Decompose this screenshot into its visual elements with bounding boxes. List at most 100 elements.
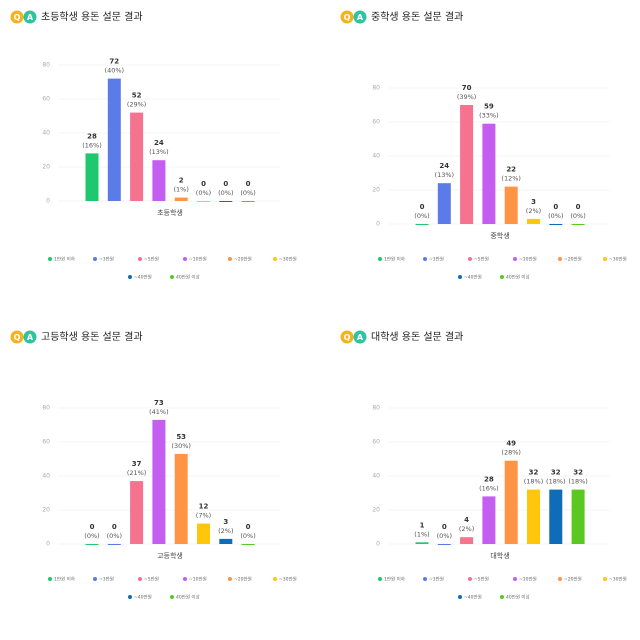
x-axis-label: 대학생 [490, 551, 509, 560]
bar [174, 453, 188, 544]
y-tick-label: 40 [42, 130, 50, 137]
logo-q-letter: Q [344, 13, 351, 22]
legend-dot [273, 257, 277, 261]
value-label: 52 [132, 92, 142, 100]
y-tick-label: 80 [42, 62, 50, 69]
value-label: 24 [439, 162, 449, 170]
y-tick-label: 40 [372, 473, 380, 480]
y-tick-label: 20 [42, 507, 50, 514]
y-tick-label: 60 [42, 439, 50, 446]
y-tick-label: 80 [372, 405, 380, 412]
x-axis-label: 초등학생 [157, 208, 183, 217]
value-label: 2 [179, 177, 184, 185]
legend-label: ~5만원 [144, 576, 159, 583]
percent-label: (0%) [218, 189, 233, 197]
legend-label: ~20만원 [564, 256, 582, 263]
logo-a-letter: A [357, 333, 364, 342]
value-label: 32 [529, 469, 539, 477]
bar [482, 496, 496, 544]
logo-a [353, 330, 367, 344]
percent-label: (28%) [501, 449, 521, 457]
value-label: 3 [531, 198, 536, 206]
logo-q [340, 330, 354, 344]
chart-title: 고등학생 용돈 설문 결과 [41, 331, 143, 343]
legend-label: 1만원 이하 [54, 256, 76, 263]
value-label: 32 [551, 469, 561, 477]
percent-label: (29%) [127, 101, 147, 109]
bar [219, 538, 233, 544]
value-label: 73 [154, 399, 164, 407]
value-label: 0 [223, 180, 228, 188]
y-tick-label: 0 [376, 541, 380, 548]
logo-q [10, 330, 24, 344]
percent-label: (2%) [218, 527, 233, 535]
legend-dot [93, 257, 97, 261]
logo-q-letter: Q [14, 333, 21, 342]
percent-label: (21%) [127, 469, 147, 477]
legend-label: ~20만원 [234, 576, 252, 583]
bar [197, 523, 210, 544]
legend-dot [500, 275, 504, 279]
bar [549, 489, 563, 544]
legend-label: 40만원 이상 [506, 594, 530, 601]
legend-dot [273, 577, 277, 581]
legend-label: ~40만원 [134, 274, 152, 281]
legend-label: ~3만원 [99, 256, 114, 263]
value-label: 37 [132, 460, 142, 468]
value-label: 0 [246, 180, 251, 188]
legend-label: ~20만원 [234, 256, 252, 263]
value-label: 32 [573, 469, 583, 477]
y-tick-label: 0 [46, 541, 50, 548]
legend-label: ~40만원 [464, 274, 482, 281]
percent-label: (33%) [479, 112, 499, 120]
percent-label: (0%) [414, 212, 429, 220]
percent-label: (7%) [196, 512, 211, 520]
percent-label: (12%) [501, 175, 521, 183]
legend-label: ~3만원 [99, 576, 114, 583]
value-label: 24 [154, 139, 164, 147]
bar [241, 544, 255, 545]
logo-a-letter: A [27, 333, 34, 342]
logo-a [353, 10, 367, 24]
legend-dot [183, 577, 187, 581]
value-label: 4 [464, 516, 469, 524]
y-tick-label: 40 [372, 153, 380, 160]
value-label: 28 [87, 132, 97, 140]
y-tick-label: 20 [372, 187, 380, 194]
value-label: 70 [462, 84, 472, 92]
bar [415, 542, 429, 544]
percent-label: (0%) [196, 189, 211, 197]
legend-label: ~40만원 [464, 594, 482, 601]
legend-dot [228, 257, 232, 261]
value-label: 53 [176, 433, 186, 441]
legend-label: ~30만원 [279, 576, 297, 583]
bar [460, 537, 474, 544]
logo-q-letter: Q [344, 333, 351, 342]
percent-label: (2%) [459, 525, 474, 533]
percent-label: (16%) [82, 141, 102, 149]
legend-dot [458, 275, 462, 279]
percent-label: (41%) [149, 408, 169, 416]
logo-q [10, 10, 24, 24]
legend-label: ~5만원 [474, 256, 489, 263]
legend-label: 40만원 이상 [506, 274, 530, 281]
percent-label: (40%) [105, 67, 125, 75]
bar [437, 183, 451, 224]
x-axis-label: 중학생 [490, 231, 509, 240]
legend-dot [500, 595, 504, 599]
bar [152, 419, 166, 544]
value-label: 0 [90, 523, 95, 531]
legend-dot [93, 577, 97, 581]
bar [107, 78, 121, 201]
legend-dot [48, 577, 52, 581]
value-label: 0 [246, 523, 251, 531]
legend-dot [378, 257, 382, 261]
logo-a [23, 330, 37, 344]
value-label: 12 [199, 503, 209, 511]
bar [415, 224, 429, 225]
logo-q-letter: Q [14, 13, 21, 22]
percent-label: (0%) [240, 532, 255, 540]
value-label: 1 [420, 521, 425, 529]
